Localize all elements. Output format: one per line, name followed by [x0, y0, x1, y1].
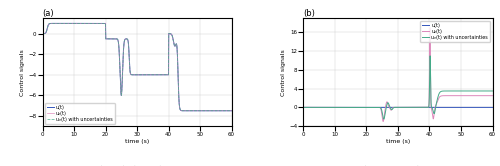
u(t): [488, 106, 494, 108]
uₑ(t) with uncertainties: [381, 118, 387, 120]
u(t): [124, 38, 130, 40]
uₑ(t) with uncertainties: [124, 38, 130, 40]
Legend: u(t), uₑ(t), uₑ(t) with uncertainties: u(t), uₑ(t), uₑ(t) with uncertainties: [420, 21, 490, 42]
Line: uₑ(t) with uncertainties: uₑ(t) with uncertainties: [42, 23, 232, 111]
u(t): [84, 22, 89, 24]
u(t): [86, 22, 91, 24]
uₑ(t): [194, 110, 200, 112]
uₑ(t): [111, 38, 117, 40]
uₑ(t): [124, 38, 130, 40]
uₑ(t) with uncertainties: [385, 102, 391, 104]
u(t): [68, 22, 73, 24]
uₑ(t): [372, 106, 378, 108]
uₑ(t) with uncertainties: [427, 55, 433, 57]
uₑ(t): [84, 22, 90, 24]
X-axis label: time (s): time (s): [125, 139, 149, 144]
uₑ(t) with uncertainties: [84, 22, 90, 24]
uₑ(t) with uncertainties: [300, 106, 306, 108]
uₑ(t): [346, 106, 352, 108]
uₑ(t) with uncertainties: [40, 33, 46, 35]
u(t): [111, 38, 117, 40]
uₑ(t): [86, 22, 91, 24]
Text: (a): (a): [42, 9, 54, 18]
Y-axis label: Control signals: Control signals: [282, 49, 286, 96]
u(t): [228, 110, 234, 112]
uₑ(t): [385, 104, 391, 106]
uₑ(t) with uncertainties: [227, 110, 233, 112]
uₑ(t): [490, 95, 496, 97]
uₑ(t) with uncertainties: [344, 106, 350, 108]
uₑ(t): [228, 110, 234, 112]
uₑ(t) with uncertainties: [488, 90, 494, 92]
uₑ(t) with uncertainties: [111, 38, 117, 40]
u(t): [346, 106, 352, 108]
u(t): [490, 106, 496, 108]
Text: (b): (b): [304, 9, 316, 18]
uₑ(t): [227, 110, 233, 112]
uₑ(t) with uncertainties: [68, 22, 73, 24]
uₑ(t) with uncertainties: [194, 110, 200, 112]
Line: u(t): u(t): [42, 23, 232, 111]
Legend: u(t), uₑ(t), uₑ(t) with uncertainties: u(t), uₑ(t), uₑ(t) with uncertainties: [45, 103, 115, 124]
u(t): [227, 110, 233, 112]
uₑ(t) with uncertainties: [346, 106, 352, 108]
uₑ(t): [427, 27, 433, 29]
u(t): [194, 110, 200, 112]
uₑ(t): [344, 106, 350, 108]
u(t): [372, 106, 378, 108]
X-axis label: time (s): time (s): [386, 139, 410, 144]
uₑ(t) with uncertainties: [372, 106, 378, 108]
u(t): [346, 106, 352, 108]
u(t): [385, 106, 391, 108]
Y-axis label: Control signals: Control signals: [20, 49, 25, 96]
Line: uₑ(t) with uncertainties: uₑ(t) with uncertainties: [304, 56, 492, 119]
uₑ(t): [68, 22, 73, 24]
uₑ(t) with uncertainties: [346, 106, 352, 108]
u(t): [300, 106, 306, 108]
uₑ(t): [84, 22, 89, 24]
u(t): [40, 33, 46, 35]
Line: uₑ(t): uₑ(t): [304, 28, 492, 122]
u(t): [344, 106, 350, 108]
Line: uₑ(t): uₑ(t): [42, 23, 232, 111]
uₑ(t) with uncertainties: [86, 22, 91, 24]
u(t): [84, 22, 90, 24]
uₑ(t): [346, 106, 352, 108]
uₑ(t): [40, 33, 46, 35]
uₑ(t): [380, 121, 386, 123]
uₑ(t) with uncertainties: [228, 110, 234, 112]
uₑ(t): [300, 106, 306, 108]
uₑ(t): [488, 95, 494, 97]
uₑ(t) with uncertainties: [490, 90, 496, 92]
uₑ(t) with uncertainties: [84, 22, 89, 24]
